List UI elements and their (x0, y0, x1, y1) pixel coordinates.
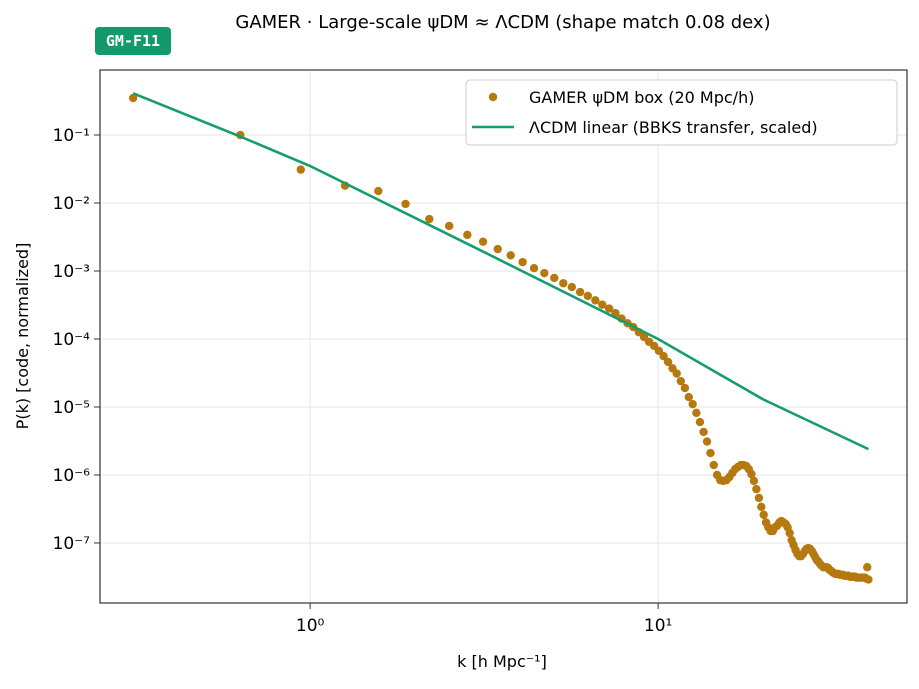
data-point (706, 448, 715, 458)
data-point (296, 165, 305, 174)
legend-swatch (488, 92, 498, 102)
data-point (699, 427, 708, 437)
legend-label: ΛCDM linear (BBKS transfer, scaled) (529, 118, 818, 137)
data-point (445, 221, 454, 231)
data-point (692, 408, 701, 418)
data-point (506, 251, 515, 260)
x-tick-label: 10⁰ (296, 616, 325, 636)
data-point (559, 279, 568, 288)
data-point (493, 244, 502, 254)
data-point (598, 300, 607, 309)
legend: GAMER ψDM box (20 Mpc/h) ΛCDM linear (BBK… (465, 79, 898, 146)
data-point (604, 304, 614, 313)
data-point (688, 399, 697, 409)
data-point (425, 214, 434, 224)
data-point (709, 460, 718, 470)
data-point (478, 237, 488, 246)
y-tick-label: 10⁻⁶ (53, 466, 91, 486)
data-point (695, 417, 705, 427)
y-axis-label: P(k) [code, normalized] (13, 243, 32, 430)
data-point (663, 357, 673, 367)
plot (128, 92, 873, 584)
data-point (702, 437, 712, 446)
data-point (676, 376, 686, 386)
plot-frame (99, 69, 908, 604)
data-point (672, 369, 681, 378)
data-point (759, 510, 768, 519)
badge-box (95, 27, 171, 55)
y-tick-label: 10⁻⁴ (53, 330, 91, 350)
data-point (757, 502, 766, 512)
data-point (747, 469, 756, 479)
data-point (540, 268, 549, 278)
data-point (863, 563, 872, 572)
data-point (749, 476, 759, 486)
data-point (680, 383, 690, 393)
y-tick-label: 10⁻⁵ (53, 398, 90, 418)
data-point (401, 199, 410, 209)
data-point (518, 257, 527, 267)
data-point (529, 263, 539, 273)
chart-title: GAMER · Large-scale ψDM ≈ ΛCDM (shape ma… (235, 12, 770, 33)
data-point (463, 230, 472, 240)
axes: 10⁰ 10¹ 10⁻⁷ 10⁻⁶ 10⁻⁵ 10⁻⁴ 10⁻³ 10⁻² 10⁻¹ (53, 126, 673, 636)
data-point (684, 392, 693, 402)
data-point (785, 528, 794, 538)
data-point (374, 186, 383, 196)
data-point (128, 93, 138, 103)
data-point (659, 351, 668, 361)
legend-label: GAMER ψDM box (20 Mpc/h) (529, 88, 754, 107)
legend-box (465, 79, 898, 146)
data-point (575, 287, 585, 297)
y-tick-label: 10⁻¹ (53, 126, 90, 146)
y-tick-label: 10⁻⁷ (53, 534, 91, 554)
x-axis-label: k [h Mpc⁻¹] (457, 652, 547, 671)
y-tick-label: 10⁻² (53, 194, 90, 214)
data-point (550, 273, 559, 283)
badge: GM-F11 (106, 32, 160, 50)
data-point (864, 575, 873, 584)
x-tick-label: 10¹ (644, 616, 672, 636)
data-point (752, 484, 761, 494)
data-line (132, 92, 869, 451)
data-point (567, 282, 577, 292)
y-tick-label: 10⁻³ (53, 262, 90, 282)
data-point (583, 291, 593, 301)
data-point (591, 296, 600, 305)
data-point (754, 493, 764, 503)
